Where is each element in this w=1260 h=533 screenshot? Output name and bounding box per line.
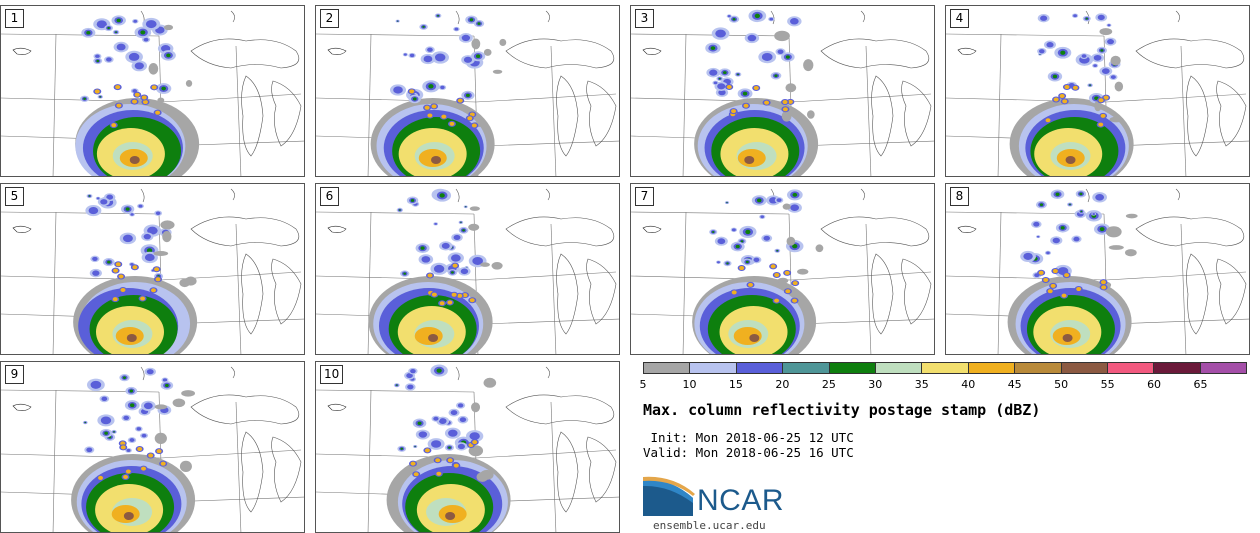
colorbar-tick-label: 60 xyxy=(1147,378,1162,391)
reflectivity-echoes xyxy=(368,188,503,354)
panel-label-5: 5 xyxy=(5,187,24,206)
colorbar-tick-label: 55 xyxy=(1100,378,1115,391)
map-1 xyxy=(1,10,304,176)
panel-label-7: 7 xyxy=(635,187,654,206)
colorbar-tick-label: 10 xyxy=(682,378,697,391)
colorbar-tick-label: 65 xyxy=(1193,378,1208,391)
panel-label-8: 8 xyxy=(950,187,969,206)
reflectivity-echoes xyxy=(71,367,196,532)
colorbar-bin-1 xyxy=(690,363,737,373)
postage-stamp-panel-4: 4 xyxy=(945,5,1250,177)
map-7 xyxy=(631,188,934,354)
colorbar-bin-8 xyxy=(1015,363,1062,373)
reflectivity-echoes xyxy=(75,15,200,176)
reflectivity-colorbar xyxy=(643,362,1247,374)
colorbar-bin-9 xyxy=(1061,363,1108,373)
colorbar-tick-label: 40 xyxy=(961,378,976,391)
colorbar-ticks: 5 10 15 20 25 30 35 40 45 50 55 60 65 xyxy=(639,378,1247,392)
colorbar-bin-4 xyxy=(829,363,876,373)
colorbar-tick-label: 25 xyxy=(821,378,836,391)
postage-stamp-panel-5: 5 xyxy=(0,183,305,355)
reflectivity-echoes xyxy=(386,364,511,532)
panel-label-6: 6 xyxy=(320,187,339,206)
colorbar-bin-0 xyxy=(644,363,691,373)
map-3 xyxy=(631,9,934,176)
map-5 xyxy=(1,188,304,354)
ncar-logo-text: NCAR xyxy=(697,484,785,517)
postage-stamp-panel-1: 1 xyxy=(0,5,305,177)
map-8 xyxy=(946,188,1249,354)
map-6 xyxy=(316,188,619,354)
map-9 xyxy=(1,366,304,532)
colorbar-bin-3 xyxy=(783,363,830,373)
base-map-lines xyxy=(946,10,1249,176)
colorbar-bin-6 xyxy=(922,363,969,373)
postage-stamp-panel-10: 10 xyxy=(315,361,620,533)
colorbar-bin-11 xyxy=(1154,363,1201,373)
colorbar-tick-label: 15 xyxy=(728,378,743,391)
reflectivity-echoes xyxy=(73,193,198,354)
plot-title: Max. column reflectivity postage stamp (… xyxy=(643,401,1041,419)
panel-label-4: 4 xyxy=(950,9,969,28)
colorbar-tick-label: 35 xyxy=(914,378,929,391)
panel-label-3: 3 xyxy=(635,9,654,28)
map-10 xyxy=(316,364,619,532)
ncar-logo-icon xyxy=(643,476,695,516)
panel-label-2: 2 xyxy=(320,9,339,28)
postage-stamp-panel-6: 6 xyxy=(315,183,620,355)
colorbar-tick-label: 5 xyxy=(639,378,647,391)
reflectivity-echoes xyxy=(1007,189,1138,354)
base-map-lines xyxy=(631,10,934,176)
init-time: Init: Mon 2018-06-25 12 UTC xyxy=(643,430,854,445)
postage-stamp-panel-8: 8 xyxy=(945,183,1250,355)
panel-label-9: 9 xyxy=(5,365,24,384)
postage-stamp-panel-2: 2 xyxy=(315,5,620,177)
reflectivity-echoes xyxy=(694,9,819,176)
colorbar-bin-5 xyxy=(875,363,923,373)
colorbar-bin-12 xyxy=(1200,363,1247,373)
colorbar-bin-2 xyxy=(736,363,784,373)
postage-stamp-panel-7: 7 xyxy=(630,183,935,355)
reflectivity-echoes xyxy=(1009,13,1134,176)
colorbar-bin-7 xyxy=(968,363,1016,373)
colorbar-tick-label: 45 xyxy=(1007,378,1022,391)
panel-label-1: 1 xyxy=(5,9,24,28)
colorbar-tick-label: 30 xyxy=(868,378,883,391)
colorbar-bin-10 xyxy=(1107,363,1155,373)
reflectivity-echoes xyxy=(692,189,824,354)
colorbar-tick-label: 50 xyxy=(1054,378,1069,391)
panel-label-10: 10 xyxy=(320,365,344,384)
site-url: ensemble.ucar.edu xyxy=(653,519,766,532)
map-4 xyxy=(946,10,1249,176)
colorbar-tick-label: 20 xyxy=(775,378,790,391)
valid-time: Valid: Mon 2018-06-25 16 UTC xyxy=(643,445,854,460)
postage-stamp-panel-3: 3 xyxy=(630,5,935,177)
postage-stamp-panel-9: 9 xyxy=(0,361,305,533)
map-2 xyxy=(316,10,619,176)
reflectivity-echoes xyxy=(370,13,507,176)
